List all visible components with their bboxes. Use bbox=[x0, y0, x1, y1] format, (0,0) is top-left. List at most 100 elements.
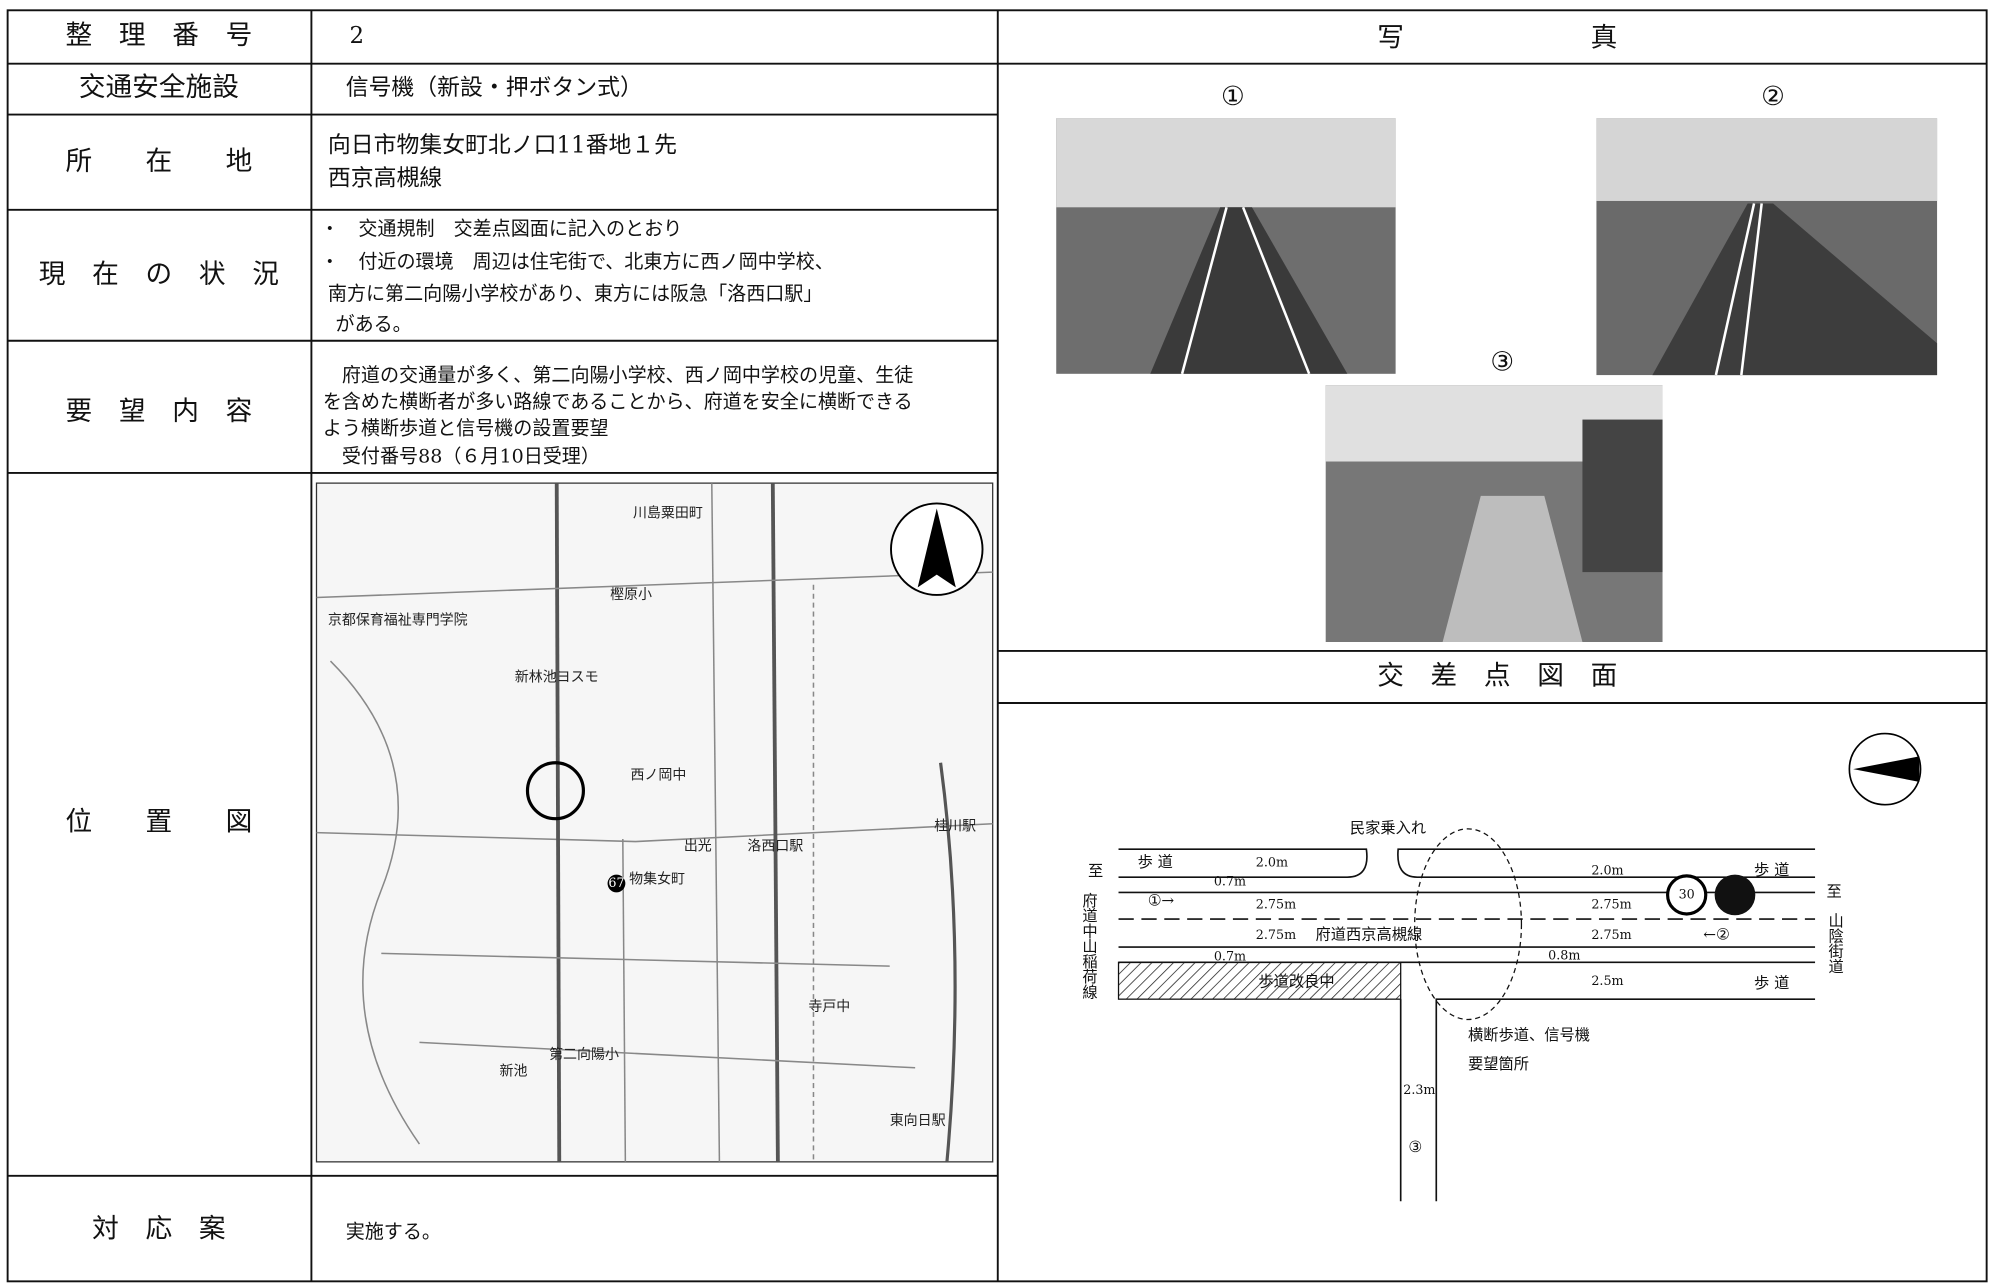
photo-road bbox=[1442, 495, 1583, 642]
road bbox=[381, 952, 890, 967]
road bbox=[938, 762, 957, 1163]
row-value: 信号機（新設・押ボタン式） bbox=[346, 75, 643, 101]
diagram-label: 民家乗入れ bbox=[1350, 819, 1426, 837]
road bbox=[316, 571, 993, 599]
diagram-label: 府道中山稲荷線 bbox=[1080, 892, 1098, 999]
intersection-diagram: 民家乗入れ 歩 道 2.0m 0.7m ①→ 2.75m 2.75m 府道西京高… bbox=[1080, 732, 1922, 1202]
photo-number: ② bbox=[1761, 81, 1785, 112]
photo-road bbox=[1652, 203, 1938, 376]
photo-sky bbox=[1596, 118, 1938, 201]
diagram-label: 至 bbox=[1088, 862, 1103, 880]
road-line bbox=[1435, 998, 1816, 1202]
diagram-label: 2.75m bbox=[1591, 927, 1631, 942]
row-value: 南方に第二向陽小学校があり、東方には阪急「洛西口駅」 bbox=[328, 283, 822, 305]
map-label: 新林池ヨスモ bbox=[515, 670, 599, 686]
photo-house bbox=[1582, 419, 1663, 573]
row-value: 府道の交通量が多く、第二向陽小学校、西ノ岡中学校の児童、生徒 bbox=[323, 364, 913, 386]
diagram-label: 山陰街道 bbox=[1826, 913, 1844, 974]
route-badge bbox=[607, 874, 626, 893]
photo-line bbox=[1714, 203, 1763, 376]
row-label: 要 望 内 容 bbox=[65, 396, 252, 427]
diagram-label: 2.0m bbox=[1256, 855, 1288, 870]
row-value: ・ 付近の環境 周辺は住宅街で、北東方に西ノ岡中学校、 bbox=[320, 251, 834, 273]
photo-road bbox=[1150, 207, 1348, 374]
diagram-label: 歩 道 bbox=[1754, 861, 1789, 879]
diagram-label: 0.8m bbox=[1548, 947, 1580, 962]
map-frame bbox=[315, 482, 994, 1163]
site-circle bbox=[525, 761, 585, 821]
diagram-label: 至 bbox=[1826, 882, 1841, 900]
row-label: 現 在 の 状 況 bbox=[39, 259, 279, 290]
form-grid bbox=[6, 9, 1988, 1283]
photo-line bbox=[1180, 206, 1311, 375]
map-label: 西ノ岡中 bbox=[630, 767, 686, 783]
map-label: 寺戸中 bbox=[808, 999, 850, 1015]
location-map: 川島粟田町 京都保育福祉専門学院 樫原小 新林池ヨスモ 西ノ岡中 物集女町 洛西… bbox=[315, 482, 994, 1163]
diagram-label: 2.75m bbox=[1591, 897, 1631, 912]
row-label: 対 応 案 bbox=[92, 1213, 225, 1244]
diagram-label: 歩 道 bbox=[1138, 853, 1173, 871]
row-value: 受付番号88（６月10日受理） bbox=[323, 446, 600, 468]
row-value: 西京高槻線 bbox=[328, 165, 442, 191]
diagram-label: 2.75m bbox=[1256, 927, 1296, 942]
road-line bbox=[1118, 848, 1368, 878]
diagram-label: 横断歩道、信号機 bbox=[1468, 1026, 1590, 1044]
section-title: 写 真 bbox=[1377, 23, 1617, 54]
photo-number: ③ bbox=[1490, 347, 1514, 378]
north-arrow bbox=[917, 508, 956, 588]
road bbox=[419, 1041, 916, 1069]
road bbox=[329, 660, 421, 1145]
diagram-label: 2.0m bbox=[1591, 862, 1623, 877]
row-value: 2 bbox=[350, 23, 365, 49]
row-label: 所 在 地 bbox=[65, 146, 252, 177]
map-label: 樫原小 bbox=[610, 587, 652, 603]
map-roads bbox=[316, 483, 993, 1163]
road-line bbox=[1397, 848, 1816, 878]
row-value: を含めた横断者が多い路線であることから、府道を安全に横断できる bbox=[323, 391, 913, 413]
diagram-label: 歩 道 bbox=[1754, 974, 1789, 992]
row-value: がある。 bbox=[336, 314, 412, 336]
road bbox=[316, 822, 993, 843]
north-arrow bbox=[1853, 756, 1920, 782]
map-label: 東向日駅 bbox=[890, 1113, 946, 1129]
diagram-label: 2.3m bbox=[1403, 1082, 1435, 1097]
diagram-label: 2.75m bbox=[1256, 897, 1296, 912]
row-label: 位 置 図 bbox=[65, 807, 252, 838]
sidewalk-works bbox=[1117, 961, 1402, 1000]
row-value: 向日市物集女町北ノ口11番地１先 bbox=[328, 132, 677, 158]
diagram-label: 歩道改良中 bbox=[1258, 973, 1334, 991]
request-area bbox=[1414, 828, 1523, 1021]
diagram-label: 2.5m bbox=[1591, 973, 1623, 988]
road bbox=[622, 839, 627, 1162]
photo-number: ① bbox=[1221, 81, 1245, 112]
row-value: よう横断歩道と信号機の設置要望 bbox=[323, 418, 609, 440]
map-label: 川島粟田町 bbox=[633, 506, 703, 522]
row-value: 実施する。 bbox=[346, 1221, 441, 1243]
diagram-label: 0.7m bbox=[1214, 874, 1246, 889]
row-label: 交通安全施設 bbox=[79, 72, 239, 103]
map-label: 洛西口駅 bbox=[747, 839, 803, 855]
map-label: 出光 bbox=[684, 839, 712, 855]
road bbox=[711, 483, 721, 1162]
photo-sky bbox=[1056, 118, 1396, 208]
road bbox=[770, 483, 780, 1162]
speed-sign bbox=[1666, 874, 1708, 916]
diagram-label: ①→ bbox=[1148, 891, 1175, 909]
map-label: 京都保育福祉専門学院 bbox=[328, 612, 468, 628]
section-title: 交 差 点 図 面 bbox=[1377, 661, 1617, 692]
diagram-label: 要望箇所 bbox=[1468, 1055, 1529, 1073]
map-label: 第二向陽小 bbox=[549, 1046, 619, 1063]
diagram-label: ←② bbox=[1703, 926, 1729, 944]
photos: ① ② ③ bbox=[1056, 81, 1938, 642]
map-label: 新池 bbox=[500, 1064, 528, 1080]
diagram-label: 30 bbox=[1679, 886, 1695, 901]
map-label: 67 bbox=[608, 875, 624, 890]
diagram-label: ③ bbox=[1408, 1138, 1422, 1156]
diagram-label: 府道西京高槻線 bbox=[1316, 926, 1423, 944]
road bbox=[554, 483, 562, 1162]
no-entry-sign bbox=[1714, 874, 1756, 916]
row-value: ・ 交通規制 交差点図面に記入のとおり bbox=[320, 218, 682, 240]
diagram-label: 0.7m bbox=[1214, 949, 1246, 964]
map-label: 物集女町 bbox=[629, 871, 685, 888]
